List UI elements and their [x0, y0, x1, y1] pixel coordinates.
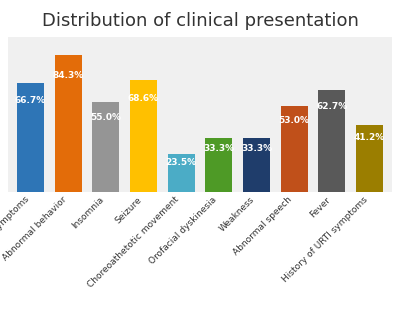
Text: 53.0%: 53.0% — [279, 116, 310, 125]
Text: 62.7%: 62.7% — [316, 102, 347, 111]
Text: 66.7%: 66.7% — [15, 96, 46, 105]
Text: 68.6%: 68.6% — [128, 94, 159, 103]
Bar — [130, 80, 157, 192]
Bar — [280, 106, 308, 192]
Bar — [168, 154, 195, 192]
Bar — [318, 90, 345, 192]
Bar — [55, 55, 82, 192]
Bar — [243, 138, 270, 192]
Text: 33.3%: 33.3% — [203, 144, 234, 153]
Bar — [205, 138, 232, 192]
Text: 55.0%: 55.0% — [90, 113, 121, 122]
Bar — [92, 103, 120, 192]
Bar — [356, 125, 383, 192]
Bar — [17, 83, 44, 192]
Text: 84.3%: 84.3% — [53, 71, 84, 80]
Title: Distribution of clinical presentation: Distribution of clinical presentation — [42, 12, 358, 30]
Text: 41.2%: 41.2% — [354, 133, 385, 142]
Text: 33.3%: 33.3% — [241, 144, 272, 153]
Text: 23.5%: 23.5% — [166, 158, 197, 167]
